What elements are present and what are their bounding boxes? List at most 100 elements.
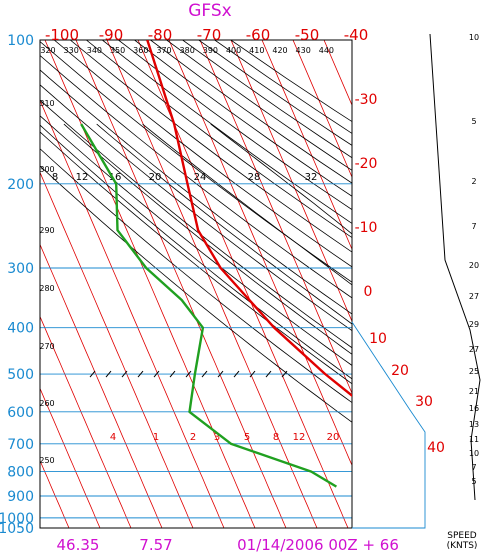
- theta-label: 390: [203, 46, 218, 55]
- top-temperature-label: -60: [246, 26, 271, 44]
- theta-label: 420: [272, 46, 287, 55]
- dry-adiabat-line: [40, 69, 352, 315]
- isotherm-label: 10: [369, 331, 387, 347]
- theta-left-label: 300: [39, 165, 54, 174]
- isotherm-line: [261, 40, 352, 251]
- footer-run: 01/14/2006 00Z + 66: [237, 536, 399, 553]
- mixing-ratio-top-label: 28: [248, 172, 261, 183]
- isotherm-label: 30: [415, 394, 433, 410]
- mixing-ratio-top-label: 20: [149, 172, 162, 183]
- theta-label: 440: [319, 46, 334, 55]
- wind-speed-label: 29: [469, 320, 479, 329]
- barb-tick: [153, 370, 160, 378]
- pressure-tick-label: 1050: [0, 521, 34, 537]
- mixing-ratio-bottom-label: 12: [293, 432, 306, 443]
- dry-adiabat-line: [53, 40, 352, 268]
- moist-adiabat-line: [40, 124, 352, 380]
- pressure-tick-label: 700: [7, 437, 34, 453]
- isotherm-line: [40, 243, 163, 528]
- isotherm-line: [40, 99, 225, 528]
- barb-tick: [89, 370, 96, 378]
- plot-extension: [351, 321, 426, 529]
- isotherm-line: [40, 315, 132, 528]
- isotherm-line: [230, 40, 352, 323]
- isotherm-label: 20: [391, 363, 409, 379]
- mixing-ratio-top-label: 32: [305, 172, 318, 183]
- temperature-profile: [146, 40, 352, 398]
- wind-speed-label: 21: [469, 387, 479, 396]
- barb-tick: [121, 370, 128, 378]
- sounding-series: [80, 40, 352, 488]
- mixing-ratio-top-label: 12: [76, 172, 89, 183]
- mixing-ratio-bottom-label: 4: [110, 432, 116, 443]
- isotherm-label: -20: [355, 156, 378, 172]
- theta-label: 380: [180, 46, 195, 55]
- theta-left-label: 260: [39, 399, 54, 408]
- isotherm-line: [199, 40, 352, 395]
- barb-tick: [137, 370, 144, 378]
- pressure-tick-label: 300: [7, 261, 34, 277]
- barb-tick: [265, 370, 272, 378]
- speed-unit: (KNTS): [447, 541, 478, 551]
- theta-label: 430: [296, 46, 311, 55]
- mixing-ratio-top-label: 16: [109, 172, 122, 183]
- barb-tick: [185, 370, 192, 378]
- dry-adiabat-line: [40, 84, 352, 332]
- isotherm-line: [75, 40, 287, 528]
- isotherm-line: [106, 40, 318, 528]
- speed-label: SPEED: [447, 531, 477, 541]
- barb-tick: [249, 370, 256, 378]
- theta-left-label: 270: [39, 342, 54, 351]
- wind-speed-label: 7: [471, 222, 476, 231]
- isotherm-label: 0: [364, 284, 373, 300]
- theta-label: 320: [40, 46, 55, 55]
- barb-tick: [201, 370, 208, 378]
- mixing-ratio-bottom-label: 2: [190, 432, 196, 443]
- footer-lon: 7.57: [139, 536, 172, 553]
- isotherm-line: [40, 171, 194, 528]
- isotherm-line: [40, 387, 101, 528]
- pressure-tick-label: 400: [7, 321, 34, 337]
- wind-speed-label: 27: [469, 345, 479, 354]
- top-temperature-label: -80: [148, 26, 173, 44]
- wind-profile-line: [429, 33, 481, 501]
- wind-speed-label: 5: [471, 117, 476, 126]
- moist-adiabat-line: [142, 123, 352, 286]
- isotherm-label: -30: [355, 92, 378, 108]
- dry-adiabat-line: [69, 40, 352, 253]
- mixing-ratio-top-label: 24: [194, 172, 207, 183]
- pressure-tick-label: 900: [7, 489, 34, 505]
- pressure-tick-label: 1000: [0, 511, 34, 527]
- dry-adiabat-line: [40, 165, 352, 423]
- top-temperature-label: -50: [295, 26, 320, 44]
- wind-speed-label: 10: [469, 33, 479, 42]
- wind-speed-label: 11: [469, 435, 479, 444]
- theta-label: 350: [110, 46, 125, 55]
- wind-speed-label: 7: [471, 463, 476, 472]
- top-temperature-label: -100: [45, 26, 79, 44]
- theta-label: 340: [87, 46, 102, 55]
- mixing-ratio-top-label: 8: [52, 172, 58, 183]
- theta-left-label: 310: [39, 99, 54, 108]
- theta-label: 370: [156, 46, 171, 55]
- plot-border: [39, 39, 353, 529]
- wind-speed-label: 2: [471, 177, 476, 186]
- isotherm-label: -10: [355, 220, 378, 236]
- pressure-tick-label: 600: [7, 405, 34, 421]
- top-temperature-label: -70: [197, 26, 222, 44]
- wind-speed-label: 27: [469, 292, 479, 301]
- barb-tick: [281, 370, 288, 378]
- pressure-tick-label: 200: [7, 177, 34, 193]
- plot-frame: [39, 39, 426, 529]
- moist-adiabat-line: [210, 123, 352, 235]
- wind-speed-label: 16: [469, 404, 479, 413]
- mixing-ratio-bottom-label: 8: [273, 432, 279, 443]
- theta-label: 400: [226, 46, 241, 55]
- top-temperature-label: -90: [99, 26, 124, 44]
- theta-left-label: 280: [39, 284, 54, 293]
- isotherms: [40, 40, 352, 528]
- isotherm-line: [137, 40, 349, 528]
- theta-label: 330: [64, 46, 79, 55]
- theta-left-label: 290: [39, 226, 54, 235]
- barb-tick: [233, 370, 240, 378]
